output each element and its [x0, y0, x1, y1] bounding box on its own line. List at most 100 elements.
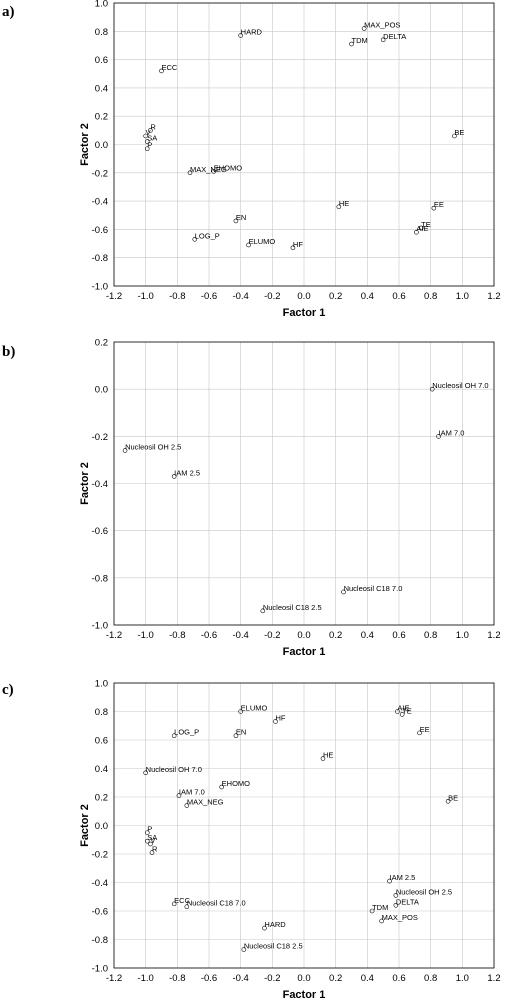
data-point-label: SA [147, 833, 157, 842]
x-tick-label: -0.2 [264, 973, 280, 984]
y-tick-label: -0.2 [92, 168, 108, 179]
y-tick-label: -1.0 [92, 621, 108, 632]
x-tick-label: 0.8 [424, 291, 437, 302]
data-point-marker [349, 41, 354, 47]
data-point-marker [431, 205, 437, 211]
data-point-label: Nucleosil OH 2.5 [125, 442, 181, 451]
x-tick-label: 0.2 [329, 630, 342, 641]
data-point-marker [262, 925, 267, 931]
data-point-label: HF [293, 240, 303, 249]
data-point-marker [171, 733, 177, 739]
data-point-marker [149, 850, 155, 855]
data-point-marker [387, 878, 392, 884]
data-point-marker [379, 918, 384, 924]
x-axis-label: Factor 1 [283, 307, 326, 319]
x-tick-label: -0.8 [169, 291, 185, 302]
y-tick-label: -0.4 [92, 878, 108, 889]
x-tick-labels: -1.2 -1.0 -0.8 -0.6 -0.4 -0.2 0.0 0.2 0.4 0.6 0.8 1… [106, 973, 501, 984]
y-tick-label: 0.2 [95, 338, 108, 349]
x-tick-label: 0.0 [297, 630, 310, 641]
data-point-label: LOG_P [174, 728, 199, 737]
data-point-label: LOG_P [195, 231, 220, 240]
x-tick-label: 0.4 [361, 291, 374, 302]
x-tick-label: 1.0 [456, 291, 469, 302]
x-tick-label: 0.0 [297, 973, 310, 984]
data-point-marker [395, 709, 400, 714]
y-axis-label: Factor 2 [79, 123, 91, 166]
data-point-label: Nucleosil C18 7.0 [187, 899, 246, 908]
x-tick-label: -0.4 [232, 630, 248, 641]
plot-frame [113, 682, 495, 969]
data-point-label: EHOMO [222, 779, 251, 788]
data-point-label: TDM [372, 903, 388, 912]
data-point-label: EE [434, 200, 444, 209]
data-point-marker [393, 893, 399, 898]
data-point-label: IAM 2.5 [390, 873, 416, 882]
x-tick-label: 0.2 [329, 973, 342, 984]
grid [113, 682, 495, 969]
data-point-marker [399, 712, 405, 717]
data-point-label: MAX_NEG [190, 165, 227, 174]
x-tick-label: 1.0 [456, 630, 469, 641]
data-point-marker [143, 133, 148, 139]
data-point-marker [445, 798, 451, 804]
x-tick-label: 1.2 [487, 291, 500, 302]
x-tick-label: 0.6 [392, 291, 405, 302]
data-point-label: HF [276, 713, 286, 722]
data-point-marker [233, 218, 239, 224]
y-tick-label: -0.2 [92, 850, 108, 861]
y-tick-label: 0.4 [95, 764, 108, 775]
data-point-label: R [150, 122, 156, 131]
data-point-label: P [147, 141, 152, 150]
data-point-marker [148, 128, 153, 133]
panel-c: c) -1.2 -1.0 -0.8 -0.6 -0.4 -0.2 0.0 0.2 0.4 0.6 0… [2, 679, 501, 1000]
data-point-label: HARD [241, 28, 263, 37]
y-tick-label: 0.8 [95, 707, 108, 718]
data-point-marker [429, 386, 435, 392]
data-point-marker [184, 904, 190, 910]
data-point-label: Nucleosil C18 2.5 [244, 941, 303, 950]
x-tick-label: 0.4 [361, 630, 374, 641]
data-point-label: V [146, 128, 151, 137]
data-point-marker [241, 947, 247, 952]
data-point-marker [290, 245, 296, 251]
data-point-label: SA [147, 134, 157, 143]
data-point-marker [320, 756, 326, 761]
y-tick-label: 0.0 [95, 385, 108, 396]
x-tick-label: -1.0 [137, 291, 153, 302]
y-tick-label: -0.6 [92, 225, 108, 236]
y-tick-label: 1.0 [95, 0, 108, 10]
x-tick-labels: -1.2 -1.0 -0.8 -0.6 -0.4 -0.2 0.0 0.2 0.4 0.6 0.8 1… [106, 630, 501, 641]
data-point-label: HE [339, 199, 349, 208]
data-point-label: ECC [174, 896, 190, 905]
data-point-label: IAM 2.5 [174, 468, 200, 477]
data-point-marker [417, 730, 422, 736]
y-tick-label: -1.0 [92, 964, 108, 975]
data-point-marker [187, 170, 193, 176]
data-point-marker [260, 608, 266, 614]
data-point-marker [171, 474, 177, 479]
x-tick-label: 0.6 [392, 630, 405, 641]
y-tick-label: -0.4 [92, 197, 108, 208]
data-point-marker [341, 589, 346, 595]
data-point-marker [211, 169, 217, 174]
y-tick-label: 1.0 [95, 679, 108, 690]
panel-label: c) [2, 682, 14, 698]
grid [113, 2, 495, 287]
x-tick-label: -0.6 [201, 291, 217, 302]
data-point-marker [380, 37, 386, 43]
x-tick-label: -1.0 [137, 630, 153, 641]
panel-label: a) [2, 4, 15, 20]
y-tick-label: -0.4 [92, 479, 108, 490]
x-tick-label: 1.2 [487, 630, 500, 641]
y-tick-label: 0.4 [95, 83, 108, 94]
y-tick-label: -0.6 [92, 526, 108, 537]
data-point-label: TE [421, 220, 431, 229]
x-tick-label: -0.2 [264, 291, 280, 302]
data-point-label: ELUMO [241, 704, 268, 713]
data-point-marker [336, 204, 342, 210]
data-point-label: ECC [162, 63, 178, 72]
y-tick-label: 0.6 [95, 736, 108, 747]
data-point-label: EHOMO [214, 163, 243, 172]
